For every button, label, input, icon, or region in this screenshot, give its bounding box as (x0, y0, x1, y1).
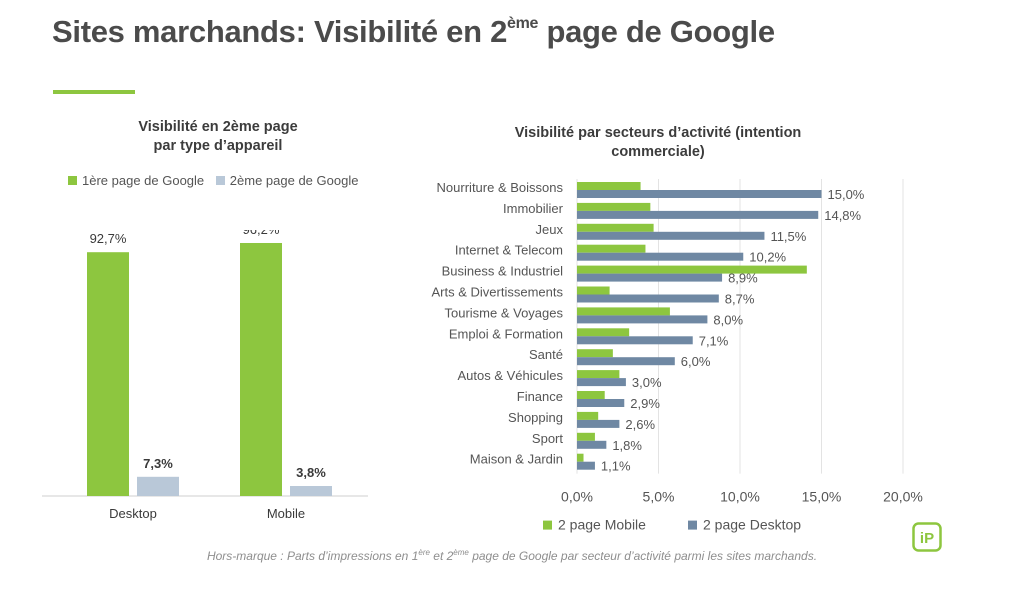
category-label-nourriture-boissons: Nourriture & Boissons (437, 180, 564, 195)
bar-maison-jardin-desktop (577, 461, 595, 470)
bar-nourriture-boissons-desktop (577, 190, 822, 198)
bar-business-industriel-desktop (577, 273, 723, 282)
bar-mobile-second-page (290, 486, 332, 496)
device-bar-chart: 92,7% 7,3% Desktop 96,2% 3,8% Mobile (42, 230, 368, 521)
bar-shopping-desktop (577, 419, 620, 428)
category-label-business-industriel: Business & Industriel (442, 264, 564, 279)
bar-autos-v-hicules-desktop (577, 378, 626, 387)
bar-maison-jardin-mobile (577, 453, 584, 462)
title-underline (53, 90, 135, 94)
data-label-maison-jardin-desktop: 1,1% (601, 459, 631, 474)
bar-internet-telecom-mobile (577, 244, 646, 253)
bar-immobilier-desktop (577, 210, 819, 219)
legend-swatch-desktop (688, 520, 697, 530)
bar-emploi-formation-mobile (577, 328, 630, 337)
category-label-mobile: Mobile (267, 506, 305, 521)
bar-sant--mobile (577, 349, 613, 358)
bar-arts-divertissements-desktop (577, 294, 719, 303)
bar-jeux-mobile (577, 223, 654, 232)
data-label-shopping-desktop: 2,6% (625, 417, 655, 432)
data-label-arts-divertissements-desktop: 8,7% (725, 292, 755, 307)
bar-sport-desktop (577, 440, 607, 449)
category-label-immobilier: Immobilier (503, 201, 564, 216)
data-label-jeux-desktop: 11,5% (770, 229, 806, 244)
category-label-sant-: Santé (529, 347, 563, 362)
svg-text:iP: iP (920, 530, 934, 547)
legend-swatch-light-blue (215, 176, 225, 185)
category-label-tourisme-voyages: Tourisme & Voyages (444, 305, 563, 320)
ip-logo-icon: iP (912, 522, 942, 557)
bar-desktop-second-page (137, 476, 179, 496)
category-label-arts-divertissements: Arts & Divertissements (432, 285, 564, 300)
bar-shopping-mobile (577, 411, 599, 420)
data-label-finance-desktop: 2,9% (630, 396, 660, 411)
bar-sant--desktop (577, 357, 675, 366)
footnote: Hors-marque : Parts d’impressions en 1èr… (206, 548, 818, 563)
bar-sport-mobile (577, 432, 595, 441)
bar-finance-mobile (577, 391, 605, 399)
legend-item-second-page: 2ème page de Google (215, 173, 358, 188)
bar-business-industriel-mobile (577, 265, 807, 274)
bar-immobilier-mobile (577, 202, 651, 211)
bar-finance-desktop (577, 399, 625, 407)
x-tick-label: 20,0% (883, 489, 923, 505)
bar-internet-telecom-desktop (577, 252, 744, 261)
data-label-immobilier-desktop: 14,8% (824, 208, 861, 223)
x-tick-label: 15,0% (802, 489, 842, 505)
legend-item-first-page: 1ère page de Google (68, 173, 204, 188)
data-label-business-industriel-desktop: 8,9% (728, 271, 758, 286)
legend-swatch-green (68, 176, 77, 185)
bar-mobile-first-page (240, 242, 282, 496)
category-label-internet-telecom: Internet & Telecom (455, 243, 563, 258)
x-tick-label: 10,0% (720, 489, 760, 505)
category-label-shopping: Shopping (508, 410, 563, 425)
data-label-internet-telecom-desktop: 10,2% (749, 250, 786, 265)
page-title: Sites marchands: Visibilité en 2ème page… (52, 14, 775, 49)
legend-swatch-mobile (543, 520, 552, 530)
category-label-emploi-formation: Emploi & Formation (449, 326, 563, 341)
data-label-mobile-second-page: 3,8% (296, 465, 326, 480)
bar-autos-v-hicules-mobile (577, 370, 620, 379)
bar-jeux-desktop (577, 231, 765, 240)
bar-nourriture-boissons-mobile (577, 182, 641, 190)
data-label-nourriture-boissons-desktop: 15,0% (828, 187, 865, 202)
category-label-sport: Sport (532, 431, 563, 446)
data-label-mobile-first-page: 96,2% (243, 230, 280, 237)
legend-label-desktop: 2 page Desktop (703, 517, 801, 533)
bar-desktop-first-page (87, 252, 129, 496)
data-label-autos-v-hicules-desktop: 3,0% (632, 375, 662, 390)
category-label-finance: Finance (517, 389, 563, 404)
data-label-emploi-formation-desktop: 7,1% (699, 333, 729, 348)
x-tick-label: 0,0% (561, 489, 593, 505)
bar-tourisme-voyages-desktop (577, 315, 708, 324)
device-chart-title: Visibilité en 2ème page par type d’appar… (138, 119, 298, 154)
category-label-autos-v-hicules: Autos & Véhicules (457, 368, 563, 383)
sector-chart-title: Visibilité par secteurs d’activité (inte… (514, 125, 802, 160)
bar-emploi-formation-desktop (577, 336, 693, 345)
sector-bar-chart: 0,0% 5,0% 10,0% 15,0% 20,0% Nourriture & Bois… (432, 179, 923, 533)
category-label-desktop: Desktop (109, 506, 157, 521)
bar-arts-divertissements-mobile (577, 286, 610, 295)
data-label-tourisme-voyages-desktop: 8,0% (713, 312, 743, 327)
data-label-sport-desktop: 1,8% (612, 438, 642, 453)
category-label-jeux: Jeux (536, 222, 564, 237)
data-label-desktop-first-page: 92,7% (90, 231, 127, 246)
bar-tourisme-voyages-mobile (577, 307, 670, 316)
data-label-sant--desktop: 6,0% (681, 354, 711, 369)
data-label-desktop-second-page: 7,3% (143, 456, 173, 471)
x-tick-label: 5,0% (643, 489, 675, 505)
legend-label-mobile: 2 page Mobile (558, 517, 646, 533)
category-label-maison-jardin: Maison & Jardin (470, 452, 563, 467)
device-chart-legend: 1ère page de Google 2ème page de Google (68, 173, 366, 188)
